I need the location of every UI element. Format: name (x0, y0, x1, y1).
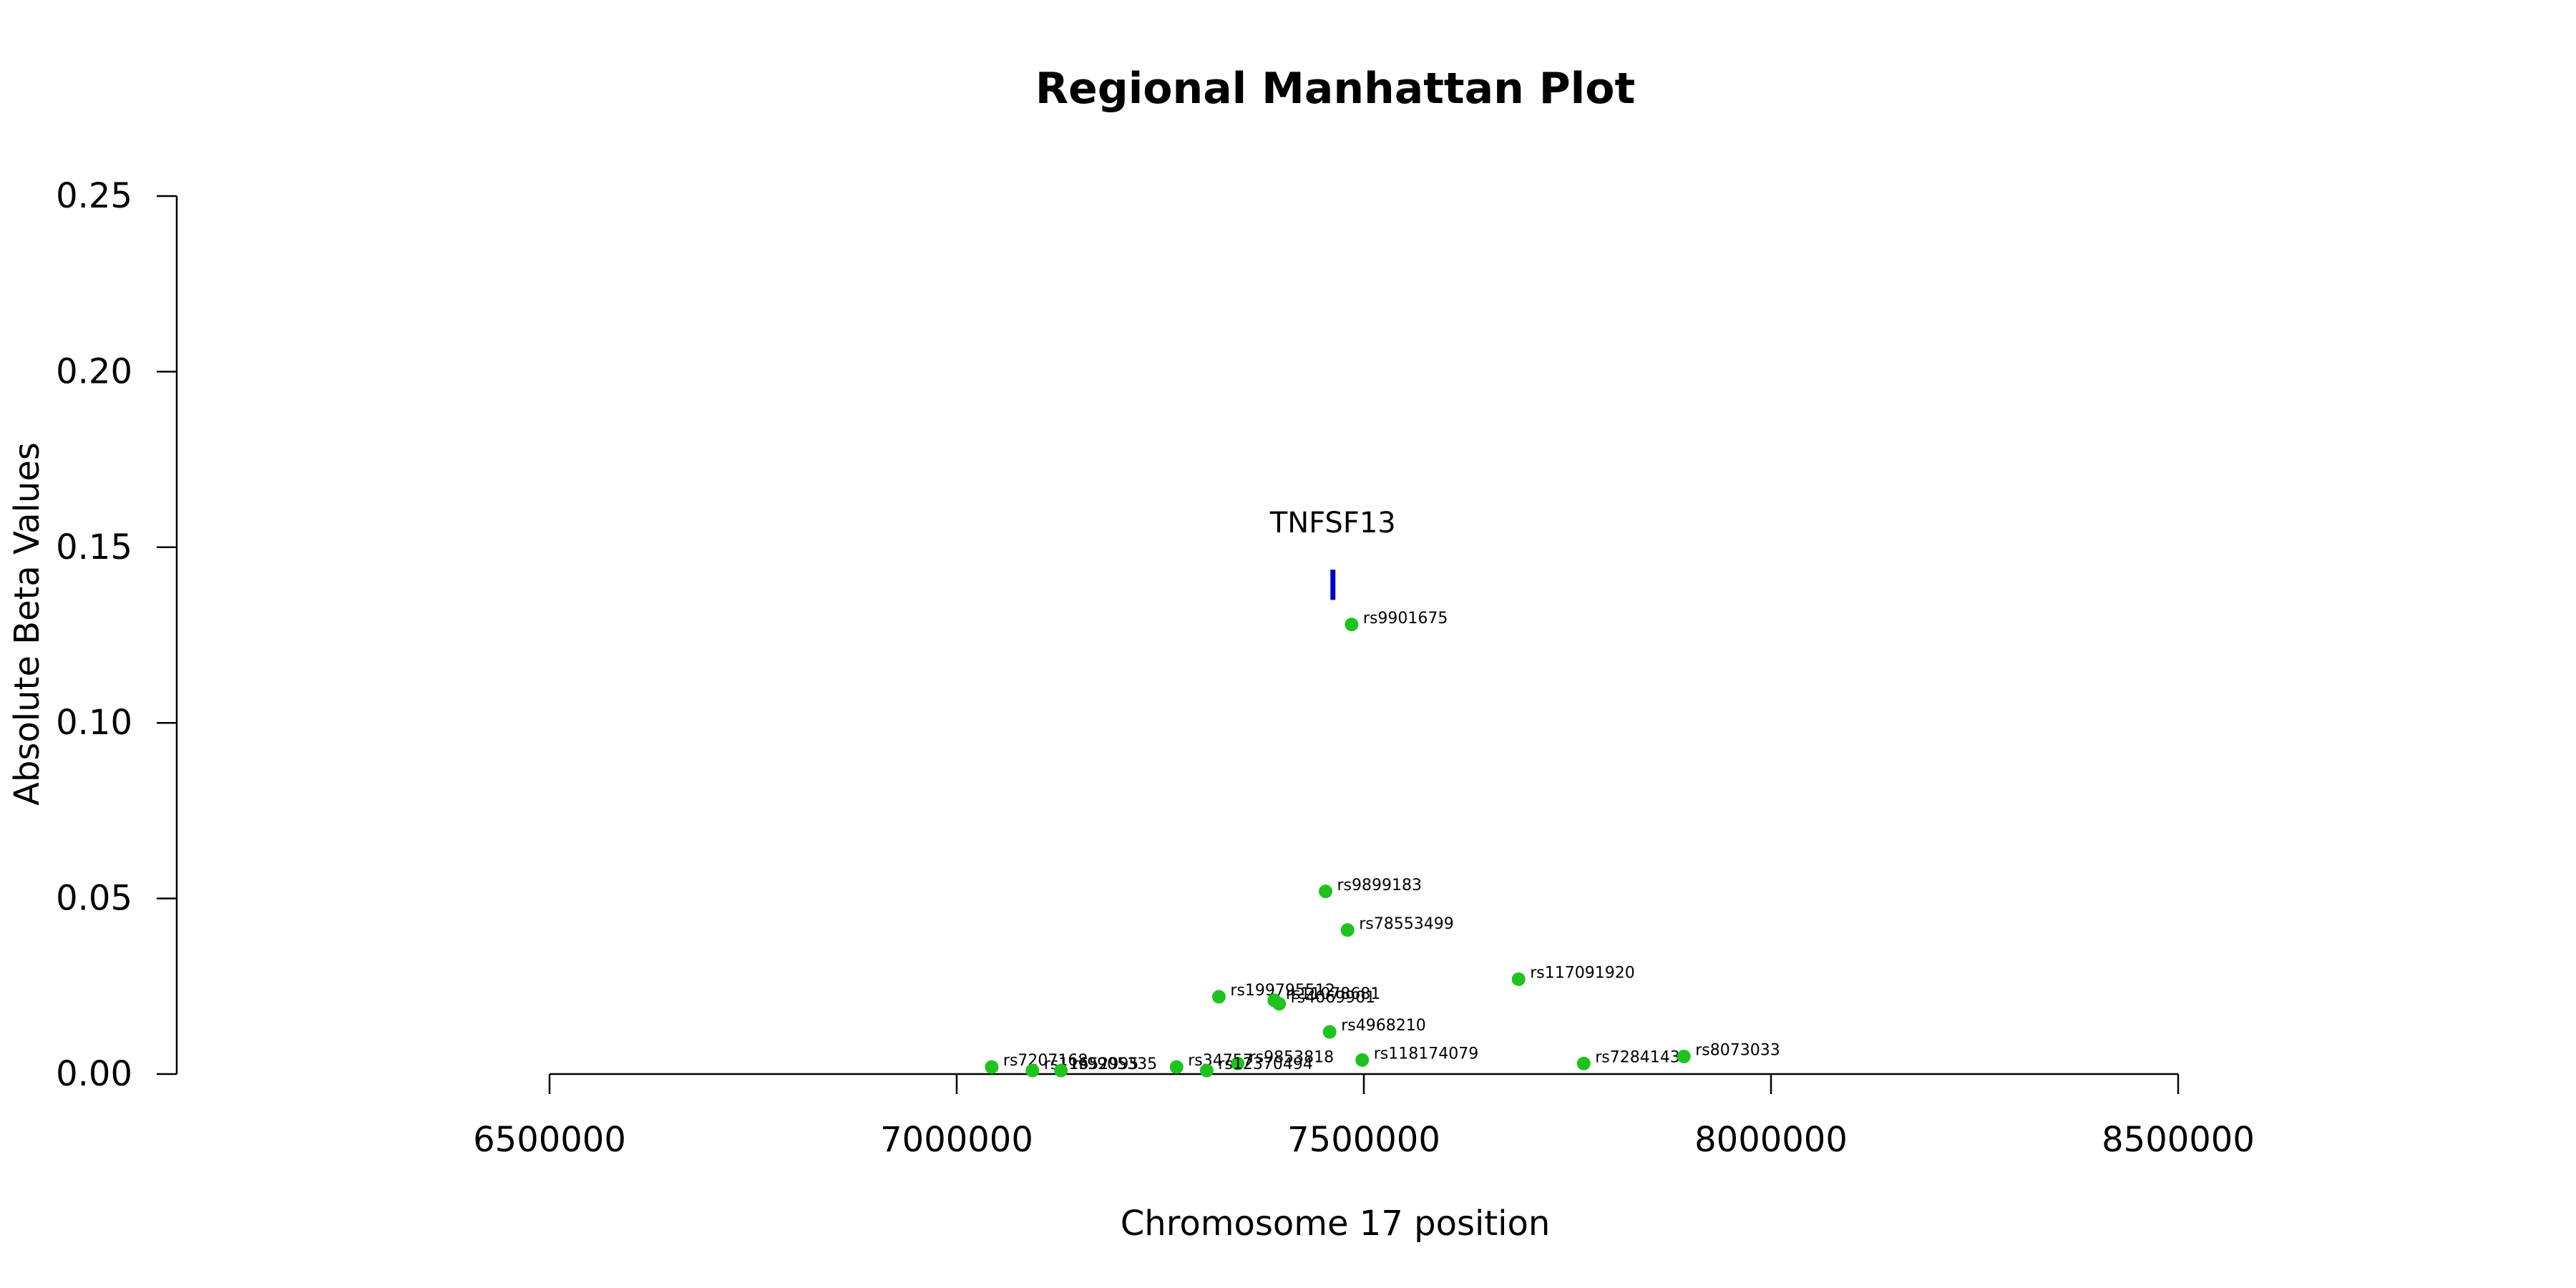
y-tick-label: 0.00 (56, 1054, 132, 1094)
snp-label: rs4069901 (1291, 989, 1376, 1007)
snp-point (1272, 997, 1287, 1011)
y-tick-label: 0.10 (56, 703, 132, 743)
y-axis: 0.00 0.05 0.10 0.15 0.20 0.25 (56, 176, 178, 1094)
y-tick-label: 0.05 (56, 879, 132, 919)
snp-label: rs117091920 (1530, 964, 1634, 982)
snp-point (1576, 1056, 1591, 1070)
snp-point (1169, 1060, 1184, 1074)
snp-point (1322, 1025, 1337, 1039)
snp-point (1340, 923, 1355, 937)
x-axis-label: Chromosome 17 position (1121, 1204, 1551, 1244)
x-tick-label: 7500000 (1287, 1120, 1440, 1160)
snp-label: rs9901675 (1363, 610, 1448, 628)
snp-point (1231, 1056, 1245, 1070)
x-axis: 6500000 7000000 7500000 8000000 8500000 (473, 1073, 2255, 1160)
chart-title: Regional Manhattan Plot (1035, 64, 1635, 114)
snp-label: rs4968210 (1341, 1017, 1426, 1035)
y-axis-label: Absolute Beta Values (7, 442, 47, 806)
snp-point (985, 1060, 999, 1074)
x-tick-label: 8500000 (2102, 1120, 2255, 1160)
snp-label: rs7207168 (1003, 1052, 1088, 1070)
snp-point (1355, 1053, 1370, 1067)
snp-point (1054, 1063, 1068, 1078)
snp-label: rs72841430 (1595, 1048, 1689, 1066)
snp-point (1511, 972, 1526, 986)
snp-point (1199, 1063, 1214, 1078)
snp-label: rs12370494 (1218, 1055, 1312, 1073)
snp-label: rs78553499 (1359, 915, 1453, 933)
snp-point (1677, 1049, 1691, 1063)
snp-point (1025, 1063, 1040, 1078)
snp-point (1211, 990, 1226, 1004)
snp-label: rs11078681 (1286, 985, 1380, 1003)
snp-point (1319, 884, 1333, 899)
x-tick-label: 6500000 (473, 1120, 626, 1160)
y-tick-label: 0.25 (56, 176, 132, 216)
gene-markers: TNFSF13 (1269, 507, 1396, 600)
snp-label: rs199795512 (1230, 982, 1335, 1000)
x-tick-label: 8000000 (1694, 1120, 1848, 1160)
y-tick-label: 0.20 (56, 351, 132, 391)
x-tick-label: 7000000 (880, 1120, 1033, 1160)
snp-label: rs9899183 (1337, 877, 1423, 894)
y-tick-label: 0.15 (56, 527, 132, 567)
snp-label: rs118174079 (1374, 1045, 1478, 1063)
snp-point (1345, 618, 1359, 632)
snp-points: rs9901675 rs9899183 rs78553499 rs117091920 r… (985, 610, 1780, 1078)
snp-label: rs8073033 (1695, 1041, 1780, 1059)
snp-label: rs9853818 (1249, 1048, 1335, 1066)
snp-label: rs9905335 (1073, 1055, 1158, 1073)
gene-label: TNFSF13 (1269, 507, 1396, 540)
